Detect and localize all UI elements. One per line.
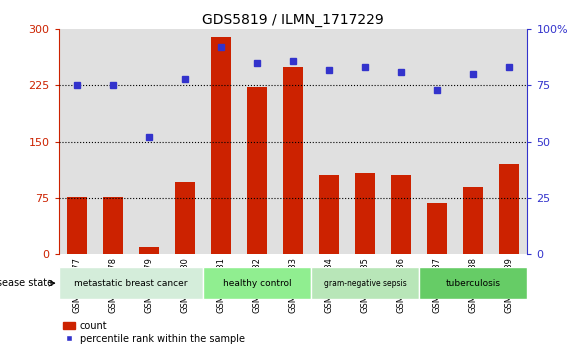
Bar <box>59 29 95 254</box>
Bar <box>139 246 159 254</box>
Bar <box>311 267 419 299</box>
Bar <box>131 29 167 254</box>
Bar <box>203 267 311 299</box>
Bar <box>455 29 491 254</box>
Bar <box>419 29 455 254</box>
Legend: count, percentile rank within the sample: count, percentile rank within the sample <box>63 321 245 344</box>
Text: tuberculosis: tuberculosis <box>446 279 501 287</box>
Bar <box>67 197 87 254</box>
Bar <box>347 29 383 254</box>
Bar <box>175 182 195 254</box>
Text: disease state: disease state <box>0 278 53 288</box>
Bar <box>319 175 339 254</box>
Bar <box>311 29 347 254</box>
Bar <box>283 66 303 254</box>
Text: metastatic breast cancer: metastatic breast cancer <box>74 279 188 287</box>
Bar <box>275 29 311 254</box>
Bar <box>167 29 203 254</box>
Bar <box>355 173 375 254</box>
Text: gram-negative sepsis: gram-negative sepsis <box>323 279 407 287</box>
Text: healthy control: healthy control <box>223 279 291 287</box>
Bar <box>247 87 267 254</box>
Bar <box>427 203 447 254</box>
Bar <box>464 187 483 254</box>
Bar <box>383 29 419 254</box>
Bar <box>239 29 275 254</box>
Bar <box>211 37 231 254</box>
Bar <box>491 29 527 254</box>
Bar <box>499 164 519 254</box>
Bar <box>391 175 411 254</box>
Title: GDS5819 / ILMN_1717229: GDS5819 / ILMN_1717229 <box>202 13 384 26</box>
Bar <box>419 267 527 299</box>
Bar <box>203 29 239 254</box>
Bar <box>95 29 131 254</box>
Bar <box>59 267 203 299</box>
Bar <box>103 197 122 254</box>
